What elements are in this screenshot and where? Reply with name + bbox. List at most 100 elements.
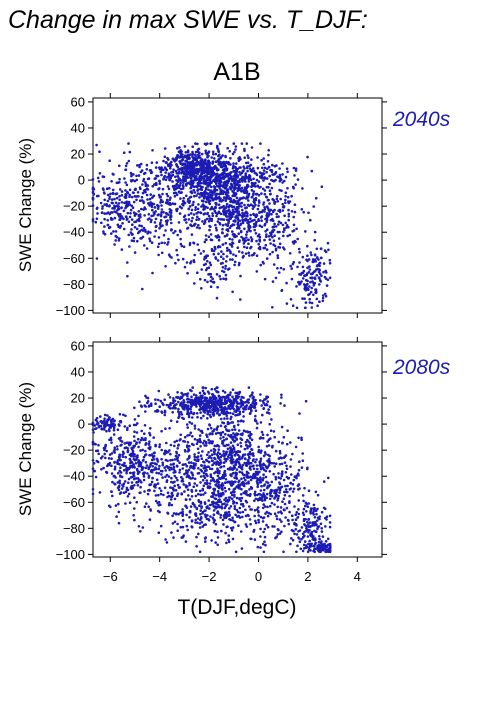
scatter-point xyxy=(188,433,191,437)
scatter-point xyxy=(273,497,276,500)
scatter-point xyxy=(212,414,215,417)
scatter-point xyxy=(205,469,208,472)
scatter-point xyxy=(161,476,164,479)
scatter-point xyxy=(91,219,95,223)
scatter-point xyxy=(302,519,306,523)
scatter-point xyxy=(301,494,305,497)
scatter-point xyxy=(232,253,235,256)
scatter-point xyxy=(274,475,278,479)
scatter-point xyxy=(295,533,299,536)
scatter-point xyxy=(133,484,136,487)
scatter-point xyxy=(204,200,208,204)
scatter-point xyxy=(138,491,141,495)
scatter-point xyxy=(103,225,106,228)
scatter-point xyxy=(103,217,106,221)
scatter-point xyxy=(280,462,284,466)
scatter-point xyxy=(140,436,144,440)
period-label-2040s: 2040s xyxy=(392,108,451,131)
scatter-point xyxy=(169,218,172,221)
scatter-point xyxy=(110,201,114,205)
scatter-point xyxy=(263,403,267,407)
scatter-point xyxy=(231,412,235,416)
scatter-point xyxy=(170,160,173,164)
scatter-point xyxy=(181,480,185,483)
scatter-point xyxy=(262,503,266,506)
scatter-point xyxy=(195,545,198,548)
scatter-point xyxy=(94,442,97,446)
scatter-point xyxy=(247,482,250,485)
scatter-point xyxy=(148,239,152,243)
scatter-point xyxy=(170,221,173,225)
scatter-point xyxy=(238,402,241,405)
scatter-point xyxy=(197,499,201,503)
scatter-point xyxy=(116,212,120,216)
scatter-point xyxy=(147,213,151,216)
scatter-point xyxy=(219,433,223,437)
scatter-point xyxy=(169,463,173,466)
scatter-point xyxy=(237,202,240,205)
scatter-point xyxy=(290,210,294,213)
scatter-point xyxy=(167,241,170,244)
scatter-point xyxy=(236,510,240,514)
scatter-point xyxy=(247,156,250,159)
scatter-point xyxy=(198,196,201,199)
scatter-point xyxy=(121,450,125,454)
scatter-point xyxy=(162,233,166,237)
scatter-point xyxy=(242,415,245,418)
scatter-point xyxy=(240,496,244,500)
scatter-point xyxy=(135,455,138,458)
scatter-point xyxy=(288,501,291,505)
scatter-point xyxy=(297,508,300,511)
scatter-point xyxy=(201,525,204,528)
scatter-point xyxy=(313,238,317,242)
scatter-point xyxy=(189,223,192,227)
scatter-point xyxy=(247,514,250,518)
scatter-point xyxy=(219,180,223,183)
scatter-point xyxy=(199,512,202,516)
scatter-point xyxy=(111,207,114,210)
scatter-point xyxy=(244,430,247,433)
scatter-point xyxy=(205,178,209,181)
scatter-point xyxy=(159,225,162,228)
scatter-point xyxy=(175,208,178,211)
scatter-point xyxy=(256,545,260,549)
scatter-point xyxy=(277,528,280,532)
scatter-point xyxy=(177,221,181,224)
scatter-point xyxy=(214,160,218,164)
scatter-point xyxy=(141,235,145,239)
scatter-point xyxy=(179,181,182,185)
scatter-point xyxy=(155,174,158,178)
scatter-point xyxy=(258,496,262,500)
scatter-point xyxy=(159,170,163,174)
scatter-point xyxy=(189,212,193,215)
scatter-point xyxy=(223,455,226,458)
scatter-point xyxy=(309,510,312,514)
scatter-point xyxy=(160,241,164,245)
scatter-point xyxy=(247,238,250,242)
scatter-point xyxy=(118,492,122,495)
scatter-point xyxy=(165,223,168,226)
scatter-point xyxy=(181,477,184,481)
scatter-point xyxy=(214,211,217,215)
scatter-point xyxy=(248,494,252,498)
scatter-point xyxy=(202,471,206,475)
scatter-point xyxy=(164,469,167,472)
scatter-point xyxy=(307,518,310,521)
scatter-point xyxy=(296,178,300,181)
scatter-point xyxy=(166,243,169,246)
scatter-point xyxy=(327,543,330,546)
scatter-point xyxy=(97,452,100,456)
scatter-point xyxy=(213,487,216,491)
scatter-point xyxy=(315,247,319,251)
scatter-point xyxy=(233,181,237,184)
scatter-point xyxy=(302,543,306,547)
scatter-point xyxy=(224,186,228,189)
scatter-point xyxy=(289,465,292,468)
scatter-point xyxy=(219,494,223,498)
scatter-point xyxy=(219,190,223,194)
scatter-point xyxy=(189,505,193,508)
scatter-point xyxy=(300,280,303,283)
scatter-point xyxy=(163,155,167,159)
scatter-point xyxy=(165,161,168,164)
scatter-point xyxy=(231,238,234,241)
